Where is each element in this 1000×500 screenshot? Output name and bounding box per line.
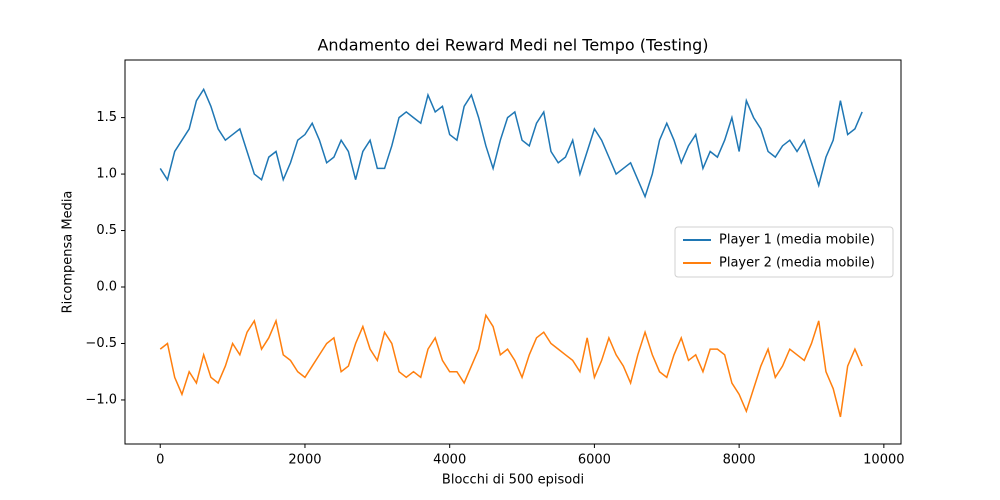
- y-tick-label: −1.0: [85, 392, 117, 407]
- y-tick-label: 0.5: [96, 223, 117, 238]
- x-tick-label: 2000: [288, 453, 321, 468]
- x-tick-label: 8000: [723, 453, 756, 468]
- chart-title: Andamento dei Reward Medi nel Tempo (Tes…: [317, 36, 708, 55]
- y-axis-label: Ricompensa Media: [61, 191, 76, 314]
- legend: Player 1 (media mobile) Player 2 (media m…: [674, 226, 894, 278]
- legend-label: Player 2 (media mobile): [719, 256, 875, 271]
- y-tick-label: 1.0: [96, 167, 117, 182]
- y-tick-label: −0.5: [85, 336, 117, 351]
- x-tick-label: 0: [156, 453, 164, 468]
- data-line: [159, 313, 863, 418]
- x-axis-label: Blocchi di 500 episodi: [442, 473, 584, 488]
- plot-frame: [124, 59, 902, 445]
- x-tick-label: 10000: [863, 453, 904, 468]
- data-line: [159, 87, 863, 199]
- x-tick-label: 6000: [578, 453, 611, 468]
- legend-box: [674, 226, 894, 278]
- legend-label: Player 1 (media mobile): [719, 233, 875, 248]
- y-tick-label: 1.5: [96, 110, 117, 125]
- x-tick-label: 4000: [433, 453, 466, 468]
- y-tick-label: 0.0: [96, 280, 117, 295]
